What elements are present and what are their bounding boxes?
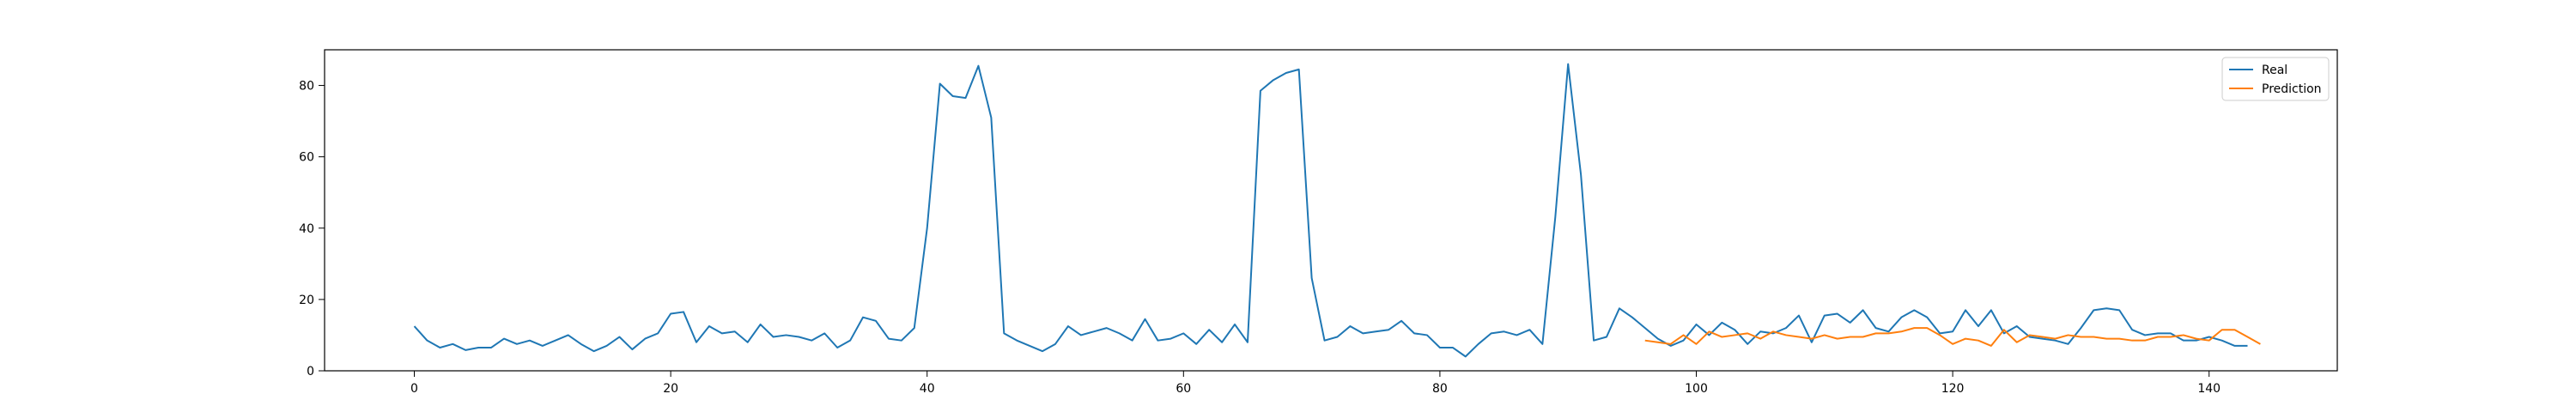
series-line-real (413, 63, 2248, 358)
x-axis: 0 20 40 60 80 100 120 140 (410, 371, 2221, 396)
y-tick-label: 60 (299, 151, 314, 165)
legend: Real Prediction (2221, 57, 2330, 101)
legend-box (2221, 57, 2330, 101)
legend-label: Prediction (2262, 82, 2322, 96)
y-tick-label: 20 (299, 294, 314, 307)
legend-label: Real (2262, 64, 2287, 77)
y-axis: 0 20 40 60 80 (299, 80, 325, 379)
series-line-prediction (1644, 327, 2261, 347)
y-tick-label: 40 (299, 222, 314, 236)
x-tick-label: 0 (410, 382, 418, 396)
x-tick-label: 20 (663, 382, 678, 396)
plot-frame (324, 49, 2338, 372)
x-tick-label: 40 (920, 382, 935, 396)
x-tick-label: 60 (1176, 382, 1191, 396)
plot-lines (413, 63, 2261, 358)
x-tick-label: 120 (1941, 382, 1965, 396)
x-tick-label: 80 (1432, 382, 1448, 396)
y-tick-label: 0 (307, 365, 314, 379)
x-tick-label: 100 (1685, 382, 1708, 396)
x-tick-label: 140 (2197, 382, 2221, 396)
y-tick-label: 80 (299, 80, 314, 94)
